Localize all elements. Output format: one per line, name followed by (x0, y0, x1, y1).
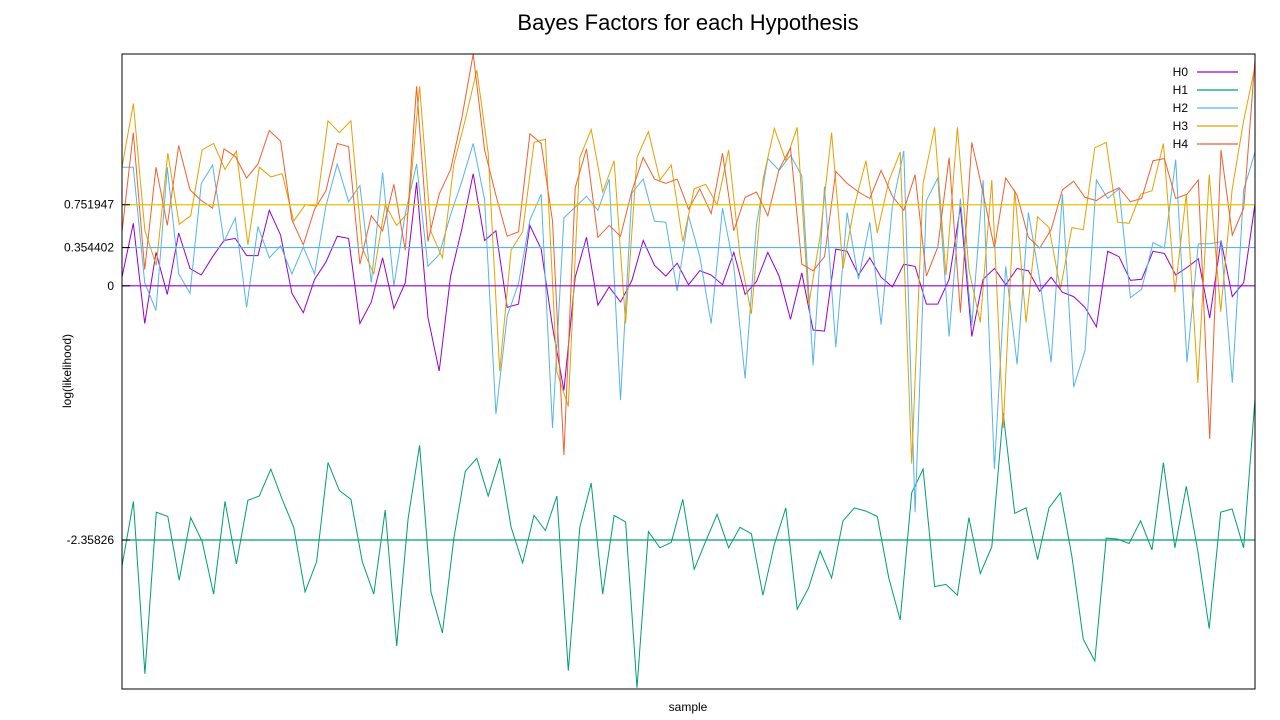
series-line-h1 (121, 398, 1256, 688)
y-tick-label: 0.751947 (64, 198, 114, 212)
reference-lines (122, 204, 1255, 541)
chart-title: Bayes Factors for each Hypothesis (517, 10, 858, 35)
series-line-h0 (121, 173, 1256, 391)
x-axis-label: sample (669, 700, 708, 714)
plot-frame (121, 53, 1256, 690)
legend-label-h3: H3 (1173, 119, 1189, 133)
legend-label-h0: H0 (1173, 65, 1189, 79)
y-tick-label: -2.35826 (67, 533, 115, 547)
legend-label-h1: H1 (1173, 83, 1189, 97)
legend-label-h2: H2 (1173, 101, 1189, 115)
series-line-h2 (122, 143, 1256, 513)
series-line-h4 (121, 53, 1256, 456)
y-axis-label: log(likelihood) (60, 334, 74, 408)
legend: H0 H1 H2 H3 H4 (1173, 65, 1238, 151)
y-axis-ticks: 0.751947 0.354402 0 -2.35826 (64, 198, 130, 547)
legend-label-h4: H4 (1173, 137, 1189, 151)
y-tick-label: 0.354402 (64, 241, 114, 255)
series-line-h3 (121, 66, 1256, 464)
series-layer (121, 53, 1256, 688)
y-tick-label: 0 (107, 279, 114, 293)
